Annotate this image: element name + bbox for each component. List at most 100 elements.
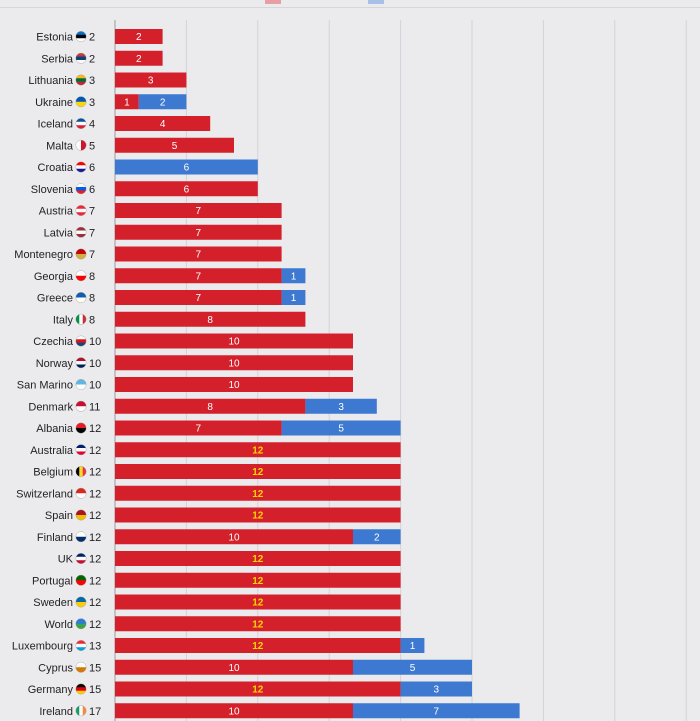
australia-flag-icon <box>75 444 87 456</box>
bar-segment-blue <box>400 681 472 697</box>
total-label: 12 <box>89 488 101 500</box>
flag-stripe <box>75 56 87 61</box>
bar-value-label-red: 10 <box>228 337 240 348</box>
flag-stripes <box>75 248 87 260</box>
category-label-belgium: Belgium 12 <box>33 466 101 479</box>
bar-value-label-blue: 1 <box>291 271 297 282</box>
flag-stripe <box>75 335 87 340</box>
flag-stripe <box>75 466 80 477</box>
flag-stripes <box>75 705 87 716</box>
bar-segment-red <box>115 616 401 632</box>
bar-row-montenegro: 7 <box>115 246 282 262</box>
bar-value-label-blue: 7 <box>434 706 440 717</box>
bar-segment-blue <box>353 659 472 675</box>
category-label-austria: Austria 7 <box>39 205 95 218</box>
flag-stripe <box>75 451 87 455</box>
bar-segment-red <box>115 485 401 501</box>
total-label: 8 <box>89 314 95 326</box>
bar-value-label-red: 1 <box>124 97 130 108</box>
bar-value-label-red: 2 <box>136 54 142 65</box>
tick-label: Greece <box>37 293 73 305</box>
flag-stripe <box>75 101 87 107</box>
flag-stripe <box>75 640 87 645</box>
flag-stripes <box>75 683 87 695</box>
tick-label: Iceland <box>38 119 73 131</box>
category-label-lithuania: Lithuania 3 <box>28 74 95 87</box>
bar-segment-blue <box>353 703 520 719</box>
flag-stripe <box>75 168 87 173</box>
flag-stripe <box>75 384 87 390</box>
flag-stripe <box>82 466 87 477</box>
tick-label: UK <box>58 554 74 566</box>
flag-stripe <box>75 292 87 298</box>
bar-value-label-blue: 1 <box>410 641 416 652</box>
bar-value-label-red: 7 <box>196 228 202 239</box>
flag-stripes <box>75 509 87 521</box>
total-label: 6 <box>89 162 95 174</box>
flag-outline <box>75 596 87 608</box>
flag-stripe <box>75 493 87 499</box>
tick-label: Germany <box>28 684 74 696</box>
flag-outline <box>75 400 87 412</box>
flag-stripe <box>75 623 87 629</box>
italy-flag-icon <box>75 313 87 325</box>
bar-value-label-red: 12 <box>252 619 264 630</box>
total-label: 7 <box>89 227 95 239</box>
bar-row-italy: 8 <box>115 311 306 327</box>
flag-outline <box>75 531 87 543</box>
austria-flag-icon <box>75 205 87 216</box>
bar-segment-red <box>115 638 401 653</box>
spain-flag-icon <box>75 509 87 521</box>
category-label-world: World 12 <box>44 618 101 631</box>
category-label-montenegro: Montenegro 7 <box>14 248 95 261</box>
category-label-croatia: Croatia 6 <box>38 161 95 174</box>
tick-label: Finland <box>37 532 73 544</box>
tick-label: World <box>44 619 73 631</box>
bar-segment-red <box>115 268 282 284</box>
category-label-switzerland: Switzerland 12 <box>16 487 101 500</box>
flag-outline <box>75 574 87 586</box>
tick-label: Albania <box>36 423 74 435</box>
tick-label: Georgia <box>34 271 74 283</box>
albania-flag-icon <box>75 422 87 434</box>
flag-outline <box>75 292 87 303</box>
uk-flag-icon <box>75 553 87 564</box>
flag-outline <box>75 640 87 651</box>
flag-stripes <box>75 118 87 129</box>
bar-row-world: 12 <box>115 616 401 632</box>
bar-value-label-blue: 5 <box>410 663 416 674</box>
croatia-flag-icon <box>75 161 87 173</box>
bar-segment-blue <box>353 529 401 545</box>
bar-value-label-blue: 1 <box>291 293 297 304</box>
flag-outline <box>75 248 87 260</box>
flag-stripe <box>75 38 87 42</box>
flag-stripe <box>75 34 87 39</box>
flag-stripe <box>75 705 80 716</box>
total-label: 12 <box>89 619 101 631</box>
flag-outline <box>75 270 87 282</box>
flag-stripes <box>75 357 87 368</box>
category-label-norway: Norway 10 <box>36 357 101 370</box>
category-label-ukraine: Ukraine 3 <box>35 96 95 109</box>
bar-value-label-red: 12 <box>252 598 264 609</box>
bar-value-label-red: 8 <box>207 402 213 413</box>
tick-label: Ukraine <box>35 97 73 109</box>
bar-segment-red <box>115 377 353 392</box>
total-label: 12 <box>89 575 101 587</box>
tick-label: Australia <box>30 445 74 457</box>
flag-outline <box>75 357 87 369</box>
flag-stripe <box>75 422 87 429</box>
flag-stripe <box>75 515 87 521</box>
category-label-spain: Spain 12 <box>45 509 101 522</box>
bar-row-portugal: 12 <box>115 572 401 588</box>
bar-segment-blue <box>281 420 401 436</box>
category-label-georgia: Georgia 8 <box>34 270 95 283</box>
bar-value-label-red: 7 <box>196 293 202 304</box>
bar-segment-red <box>115 94 139 110</box>
flag-stripe <box>75 81 87 86</box>
total-label: 2 <box>89 32 95 44</box>
tick-label: Serbia <box>41 53 74 65</box>
flag-stripe <box>75 314 80 325</box>
category-label-italy: Italy 8 <box>53 313 95 326</box>
